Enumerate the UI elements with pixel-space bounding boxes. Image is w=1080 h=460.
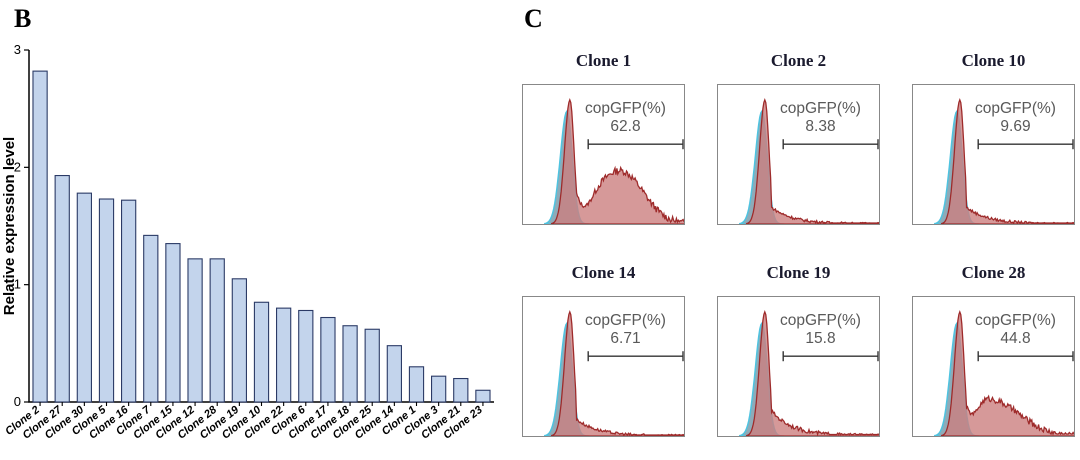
svg-text:Relative expression level: Relative expression level bbox=[1, 137, 18, 315]
svg-text:3: 3 bbox=[14, 42, 21, 57]
svg-text:0: 0 bbox=[14, 394, 21, 409]
